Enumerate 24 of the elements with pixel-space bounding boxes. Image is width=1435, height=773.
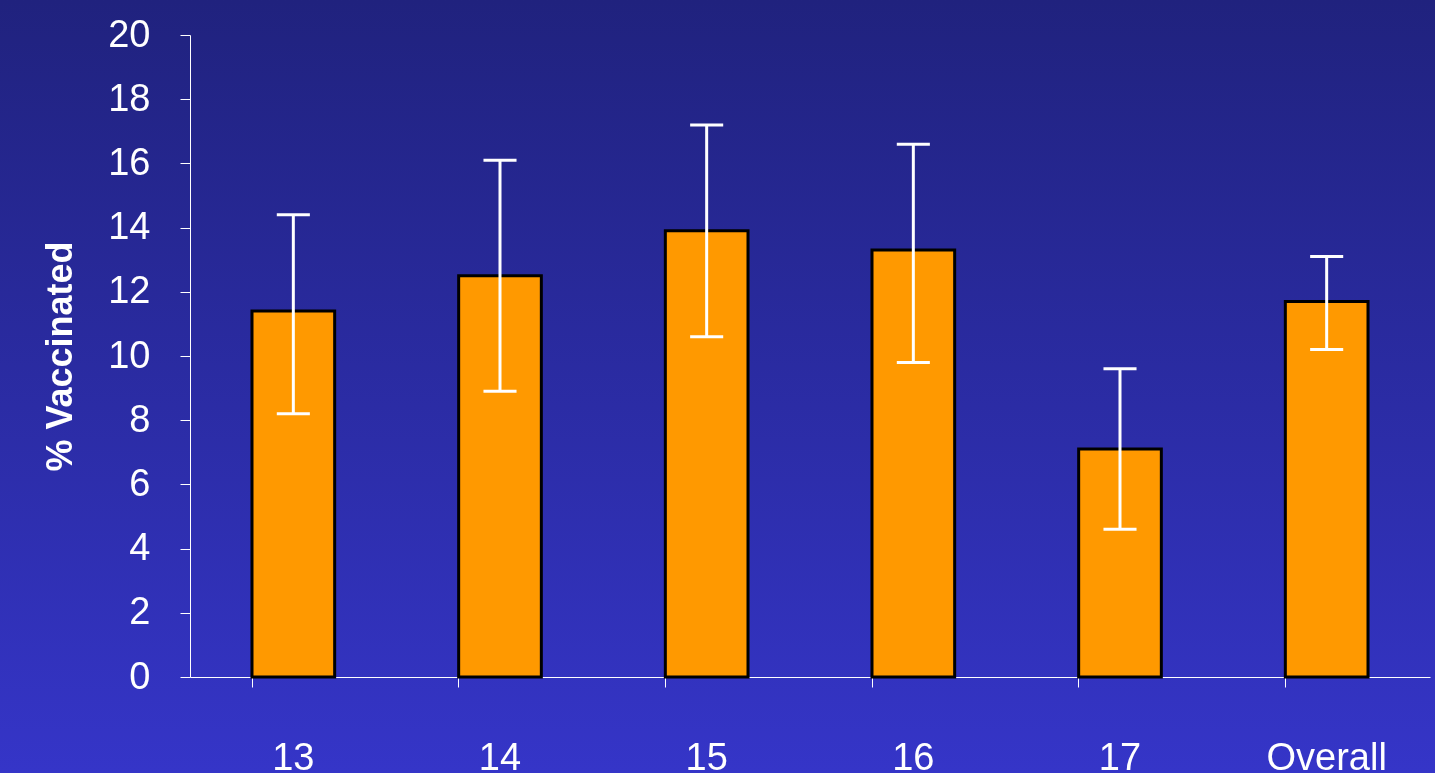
y-tick-label: 16 bbox=[108, 140, 151, 183]
x-tick-label: Overall bbox=[1266, 735, 1387, 773]
y-tick-label: 6 bbox=[129, 461, 151, 504]
bar bbox=[1077, 447, 1163, 679]
x-tick-label: 15 bbox=[685, 735, 728, 773]
y-tick-label: 8 bbox=[129, 397, 151, 440]
x-tick-label: 17 bbox=[1098, 735, 1142, 773]
y-tick-label: 12 bbox=[108, 269, 151, 312]
bar bbox=[663, 229, 750, 679]
y-tick-label: 4 bbox=[129, 526, 151, 569]
y-tick-label: 20 bbox=[108, 12, 151, 55]
y-axis-title: % Vaccinated bbox=[39, 241, 81, 472]
x-tick-label: 14 bbox=[478, 735, 522, 773]
y-tick-label: 18 bbox=[108, 76, 151, 119]
y-tick-label: 14 bbox=[108, 205, 151, 248]
bar bbox=[1283, 299, 1370, 679]
bar bbox=[457, 274, 543, 679]
y-tick-label: 0 bbox=[129, 654, 151, 697]
y-tick-label: 2 bbox=[129, 590, 151, 633]
x-tick-label: 13 bbox=[272, 735, 315, 773]
x-tick-label: 16 bbox=[892, 735, 935, 773]
y-tick-label: 10 bbox=[108, 333, 151, 376]
bar bbox=[870, 248, 957, 679]
bar bbox=[250, 309, 337, 679]
